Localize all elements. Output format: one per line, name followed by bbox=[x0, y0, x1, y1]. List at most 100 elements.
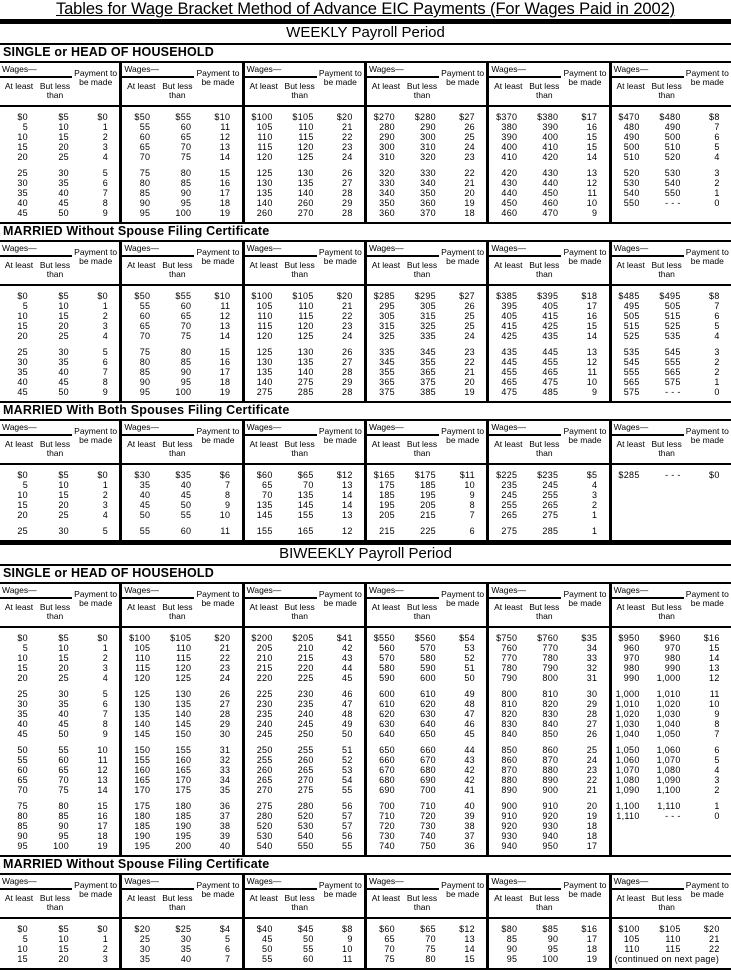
table-row: 25 30 5 bbox=[0, 689, 119, 699]
table-row: 1,050 1,060 6 bbox=[612, 745, 731, 755]
cell-payment: 31 bbox=[219, 745, 231, 755]
cell-payment: 19 bbox=[219, 387, 231, 397]
header-payment: Payment to be made bbox=[74, 880, 118, 899]
cell-at-least: 780 bbox=[501, 663, 518, 673]
header-at-least: At least bbox=[4, 439, 34, 449]
cell-payment: 6 bbox=[714, 745, 720, 755]
cell-but-less-than: 75 bbox=[425, 944, 436, 954]
cell-but-less-than: 80 bbox=[425, 954, 436, 964]
cell-but-less-than: 70 bbox=[180, 321, 192, 331]
bracket-column-group: Wages— At least But less than Payment to be… bbox=[0, 421, 120, 540]
cell-but-less-than: 115 bbox=[665, 944, 681, 954]
cell-but-less-than: 315 bbox=[420, 311, 436, 321]
cell-at-least: 475 bbox=[501, 387, 518, 397]
table-row: 770 780 33 bbox=[489, 653, 608, 663]
table-row: 120 125 24 bbox=[122, 673, 241, 683]
cell-but-less-than: 120 bbox=[175, 663, 192, 673]
cell-at-least: 245 bbox=[256, 729, 273, 739]
cell-payment: 29 bbox=[342, 198, 353, 208]
cell-payment: 49 bbox=[464, 689, 475, 699]
cell-at-least: 460 bbox=[501, 208, 518, 218]
table-row: 1,080 1,090 3 bbox=[612, 775, 731, 785]
cell-payment: 12 bbox=[219, 311, 231, 321]
cell-at-least: 5 bbox=[22, 301, 28, 311]
cell-payment: 14 bbox=[342, 500, 353, 510]
cell-but-less-than: $55 bbox=[175, 291, 192, 301]
cell-at-least: 35 bbox=[17, 367, 28, 377]
table-row: 520 530 57 bbox=[245, 821, 364, 831]
cell-but-less-than: 250 bbox=[297, 729, 314, 739]
cell-but-less-than: 40 bbox=[180, 480, 192, 490]
cell-payment: 16 bbox=[97, 811, 108, 821]
cell-but-less-than: $395 bbox=[537, 291, 559, 301]
cell-but-less-than: $560 bbox=[414, 633, 436, 643]
cell-at-least: 275 bbox=[501, 526, 518, 536]
table-row: 790 800 31 bbox=[489, 673, 608, 683]
table-row: $60 $65 $12 bbox=[367, 924, 486, 934]
table-row: 55 60 11 bbox=[245, 954, 364, 964]
cell-payment: $20 bbox=[336, 291, 353, 301]
cell-at-least: 960 bbox=[623, 643, 640, 653]
table-row: 335 345 23 bbox=[367, 347, 486, 357]
cell-but-less-than: 240 bbox=[297, 709, 314, 719]
cell-at-least: 115 bbox=[257, 321, 273, 331]
table-row: $285 - - - $0 bbox=[612, 470, 731, 480]
cell-at-least: 920 bbox=[501, 821, 518, 831]
cell-payment: 40 bbox=[219, 841, 231, 851]
cell-at-least: 690 bbox=[379, 785, 395, 795]
cell-but-less-than: 15 bbox=[58, 311, 69, 321]
table-row: 690 700 41 bbox=[367, 785, 486, 795]
cell-payment: 10 bbox=[586, 377, 598, 387]
cell-but-less-than: $65 bbox=[420, 924, 436, 934]
header-wages: Wages— bbox=[491, 876, 526, 886]
cell-at-least: 140 bbox=[256, 198, 273, 208]
table-row: 70 135 14 bbox=[245, 490, 364, 500]
cell-but-less-than: 300 bbox=[420, 132, 436, 142]
cell-payment: 28 bbox=[342, 188, 353, 198]
header-wages-rule bbox=[122, 434, 195, 436]
cell-payment: 19 bbox=[586, 954, 598, 964]
table-row: 105 110 21 bbox=[612, 934, 731, 944]
cell-at-least: 300 bbox=[379, 142, 395, 152]
cell-but-less-than: 530 bbox=[664, 168, 681, 178]
cell-but-less-than: 540 bbox=[297, 831, 314, 841]
cell-at-least: 55 bbox=[139, 301, 151, 311]
cell-at-least: 175 bbox=[379, 480, 395, 490]
cell-payment: 50 bbox=[342, 729, 353, 739]
table-row: 15 20 3 bbox=[0, 663, 119, 673]
bracket-column-group: Wages— At least But less than Payment to be… bbox=[486, 63, 609, 222]
column-header: Wages— At least But less than Payment to be… bbox=[489, 584, 609, 628]
header-at-least: At least bbox=[4, 81, 34, 91]
cell-payment: 42 bbox=[342, 643, 353, 653]
cell-but-less-than: 810 bbox=[542, 689, 559, 699]
cell-payment: 19 bbox=[464, 387, 475, 397]
table-row: 610 620 48 bbox=[367, 699, 486, 709]
payroll-period-section: BIWEEKLY Payroll Period SINGLE or HEAD OF… bbox=[0, 545, 731, 970]
header-at-least: At least bbox=[616, 602, 645, 612]
cell-but-less-than: 40 bbox=[58, 367, 69, 377]
table-row: 415 425 15 bbox=[489, 321, 608, 331]
header-but-less-than: But less than bbox=[406, 893, 438, 912]
table-row: 365 375 20 bbox=[367, 377, 486, 387]
table-row: 390 400 15 bbox=[489, 132, 608, 142]
bracket-rows: $0 $5 $0 5 10 1 10 15 2 15 20 3 20 25 4 25 30 5 bbox=[0, 465, 119, 540]
table-row: 410 420 14 bbox=[489, 152, 608, 162]
header-but-less-than: But less than bbox=[651, 602, 682, 621]
cell-but-less-than: 30 bbox=[58, 526, 69, 536]
cell-but-less-than: 90 bbox=[180, 188, 192, 198]
header-payment: Payment to be made bbox=[318, 589, 362, 608]
table-title: MARRIED Without Spouse Filing Certificat… bbox=[3, 857, 270, 871]
wage-bracket-table: Wages— At least But less than Payment to be… bbox=[0, 240, 731, 403]
cell-at-least: 810 bbox=[501, 699, 518, 709]
bracket-rows: $80 $85 $16 85 90 17 90 95 18 95 100 19 bbox=[489, 919, 608, 968]
cell-at-least: $100 bbox=[618, 924, 640, 934]
header-wages: Wages— bbox=[246, 243, 282, 253]
cell-payment: 24 bbox=[586, 755, 598, 765]
cell-at-least: 235 bbox=[256, 709, 273, 719]
cell-at-least: 265 bbox=[501, 510, 518, 520]
cell-but-less-than: 110 bbox=[665, 934, 681, 944]
column-header: Wages— At least But less than Payment to be… bbox=[489, 875, 609, 919]
table-row: 970 980 14 bbox=[612, 653, 731, 663]
cell-payment: 4 bbox=[592, 480, 598, 490]
cell-at-least: 10 bbox=[17, 490, 28, 500]
